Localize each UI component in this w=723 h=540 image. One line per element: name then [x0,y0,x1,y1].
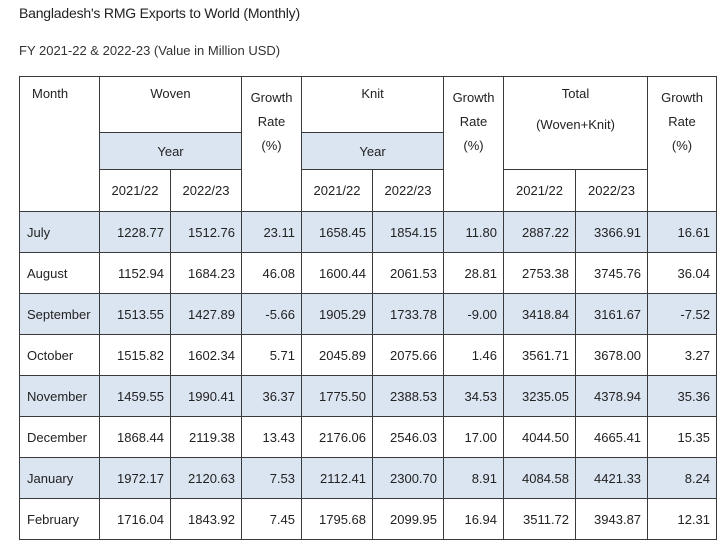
knit-header: Knit [301,76,445,133]
table-row: October 1515.82 1602.34 5.71 2045.89 207… [19,334,718,376]
table-row: January 1972.17 2120.63 7.53 2112.41 230… [19,457,718,499]
woven-year-header: Year [98,132,243,170]
rmg-exports-table: Month Woven Growth Rate (%) Knit Growth … [19,76,718,540]
woven-header: Woven [98,76,243,133]
table-row: December 1868.44 2119.38 13.43 2176.06 2… [19,416,718,458]
total-header: Total (Woven+Knit) [503,76,649,170]
knit-year-header: Year [301,132,445,170]
woven-year-2022-23: 2022/23 [169,169,243,212]
table-row: September 1513.55 1427.89 -5.66 1905.29 … [19,293,718,335]
table-row: July 1228.77 1512.76 23.11 1658.45 1854.… [19,211,718,253]
woven-growth-header: Growth Rate (%) [241,76,303,212]
table-row: November 1459.55 1990.41 36.37 1775.50 2… [19,375,718,417]
knit-growth-header: Growth Rate (%) [443,76,505,212]
page-subtitle: FY 2021-22 & 2022-23 (Value in Million U… [19,43,281,58]
page-title: Bangladesh's RMG Exports to World (Month… [19,5,300,21]
knit-year-2022-23: 2022/23 [372,169,445,212]
knit-year-2021-22: 2021/22 [301,169,374,212]
woven-year-2021-22: 2021/22 [99,169,171,212]
table-row: February 1716.04 1843.92 7.45 1795.68 20… [19,498,718,540]
total-growth-header: Growth Rate (%) [647,76,718,212]
month-header: Month [19,76,100,212]
table-row: August 1152.94 1684.23 46.08 1600.44 206… [19,252,718,294]
total-year-2021-22: 2021/22 [503,169,577,212]
total-year-2022-23: 2022/23 [575,169,649,212]
